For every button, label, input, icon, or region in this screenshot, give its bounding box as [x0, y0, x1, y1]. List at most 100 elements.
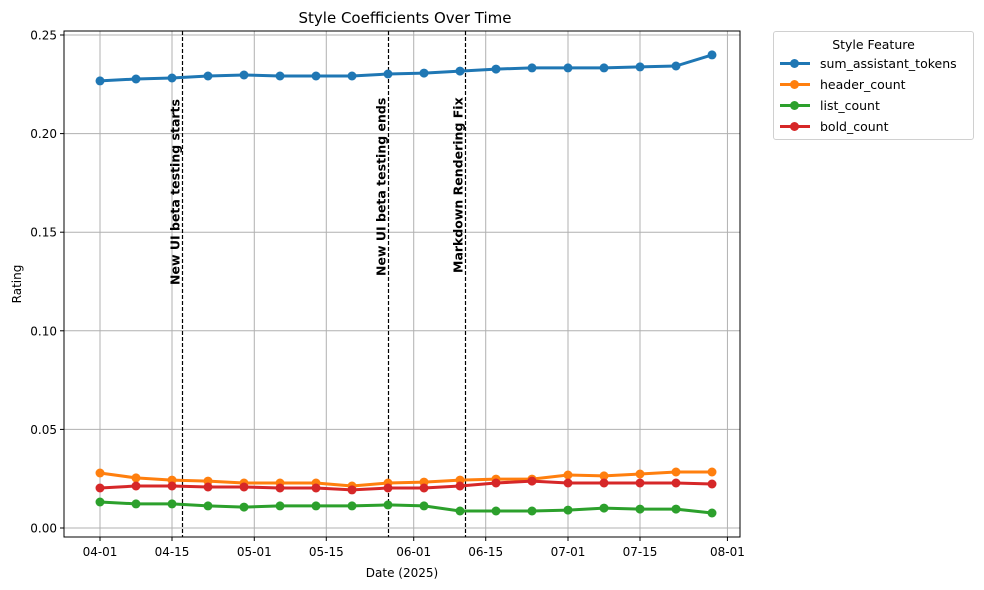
x-tick-label: 04-15	[155, 545, 190, 559]
data-point	[131, 481, 141, 491]
series-bold-count	[95, 476, 717, 495]
data-point	[167, 481, 177, 491]
data-point	[635, 504, 645, 514]
data-point	[635, 478, 645, 488]
data-point	[671, 467, 681, 477]
data-point	[347, 501, 357, 511]
y-tick-label: 0.05	[30, 423, 57, 437]
data-point	[95, 497, 105, 507]
legend-item-bold-count: bold_count	[774, 116, 973, 137]
data-point	[707, 508, 717, 518]
data-point	[239, 502, 249, 512]
data-point	[203, 501, 213, 511]
data-point	[491, 478, 501, 488]
y-axis-label: Rating	[10, 265, 24, 304]
y-tick-label: 0.15	[30, 226, 57, 240]
y-tick-label: 0.10	[30, 324, 57, 338]
x-tick-label: 07-15	[623, 545, 658, 559]
data-point	[383, 500, 393, 510]
plot-frame	[63, 30, 741, 538]
series-list-count	[95, 497, 717, 518]
x-tick-label: 07-01	[551, 545, 586, 559]
data-point	[275, 501, 285, 511]
data-point	[311, 483, 321, 493]
data-point	[311, 71, 321, 81]
annotation-label: New UI beta testing ends	[374, 98, 389, 276]
data-point	[311, 501, 321, 511]
data-point	[419, 501, 429, 511]
data-point	[203, 482, 213, 492]
data-point	[563, 63, 573, 73]
data-point	[527, 506, 537, 516]
data-point	[239, 482, 249, 492]
legend-item-header-count: header_count	[774, 74, 973, 95]
data-point	[707, 467, 717, 477]
data-point	[131, 473, 141, 483]
data-point	[599, 471, 609, 481]
data-point	[383, 483, 393, 493]
data-point	[275, 483, 285, 493]
y-tick-label: 0.20	[30, 127, 57, 141]
data-point	[563, 478, 573, 488]
data-point	[347, 71, 357, 81]
data-point	[455, 481, 465, 491]
legend-marker-icon	[780, 58, 810, 70]
data-point	[707, 50, 717, 60]
legend-label: bold_count	[820, 119, 889, 134]
data-point	[419, 68, 429, 78]
data-point	[635, 469, 645, 479]
data-point	[455, 66, 465, 76]
data-point	[491, 64, 501, 74]
legend-label: list_count	[820, 98, 880, 113]
x-tick-label: 05-15	[309, 545, 344, 559]
data-point	[131, 499, 141, 509]
legend-label: header_count	[820, 77, 906, 92]
chart-title: Style Coefficients Over Time	[299, 9, 512, 27]
data-point	[599, 503, 609, 513]
x-axis-ticks: 04-01 04-15 05-01 05-15 06-01 06-15 07-01 07-15…	[83, 537, 745, 559]
x-tick-label: 06-01	[396, 545, 431, 559]
legend-marker-icon	[780, 100, 810, 112]
data-point	[599, 478, 609, 488]
data-point	[671, 478, 681, 488]
data-point	[131, 74, 141, 84]
data-point	[527, 476, 537, 486]
data-point	[95, 76, 105, 86]
data-point	[455, 506, 465, 516]
y-tick-label: 0.25	[30, 29, 57, 43]
annotation-label: New UI beta testing starts	[168, 99, 183, 285]
data-point	[599, 63, 609, 73]
x-tick-label: 06-15	[468, 545, 503, 559]
legend-title: Style Feature	[832, 37, 915, 52]
legend-label: sum_assistant_tokens	[820, 56, 957, 71]
data-point	[167, 499, 177, 509]
data-point	[671, 61, 681, 71]
data-point	[419, 483, 429, 493]
data-point	[275, 71, 285, 81]
y-tick-label: 0.00	[30, 522, 57, 536]
data-series	[95, 50, 717, 518]
grid-lines	[64, 31, 740, 537]
annotation-lines: New UI beta testing starts New UI beta te…	[168, 31, 467, 537]
data-point	[95, 483, 105, 493]
y-axis-ticks: 0.00 0.05 0.10 0.15 0.20 0.25	[30, 29, 64, 536]
data-point	[707, 479, 717, 489]
data-point	[203, 71, 213, 81]
data-point	[239, 70, 249, 80]
x-tick-label: 04-01	[83, 545, 118, 559]
annotation-label: Markdown Rendering Fix	[451, 97, 466, 273]
legend-marker-icon	[780, 121, 810, 133]
legend-item-list-count: list_count	[774, 95, 973, 116]
legend-item-sum-assistant-tokens: sum_assistant_tokens	[774, 53, 973, 74]
x-tick-label: 08-01	[710, 545, 745, 559]
series-sum-assistant-tokens	[95, 50, 717, 86]
data-point	[635, 62, 645, 72]
data-point	[671, 504, 681, 514]
data-point	[563, 470, 573, 480]
data-point	[167, 73, 177, 83]
chart-legend: Style Feature sum_assistant_tokens heade…	[773, 31, 974, 140]
x-tick-label: 05-01	[237, 545, 272, 559]
x-axis-label: Date (2025)	[366, 566, 438, 580]
legend-marker-icon	[780, 79, 810, 91]
